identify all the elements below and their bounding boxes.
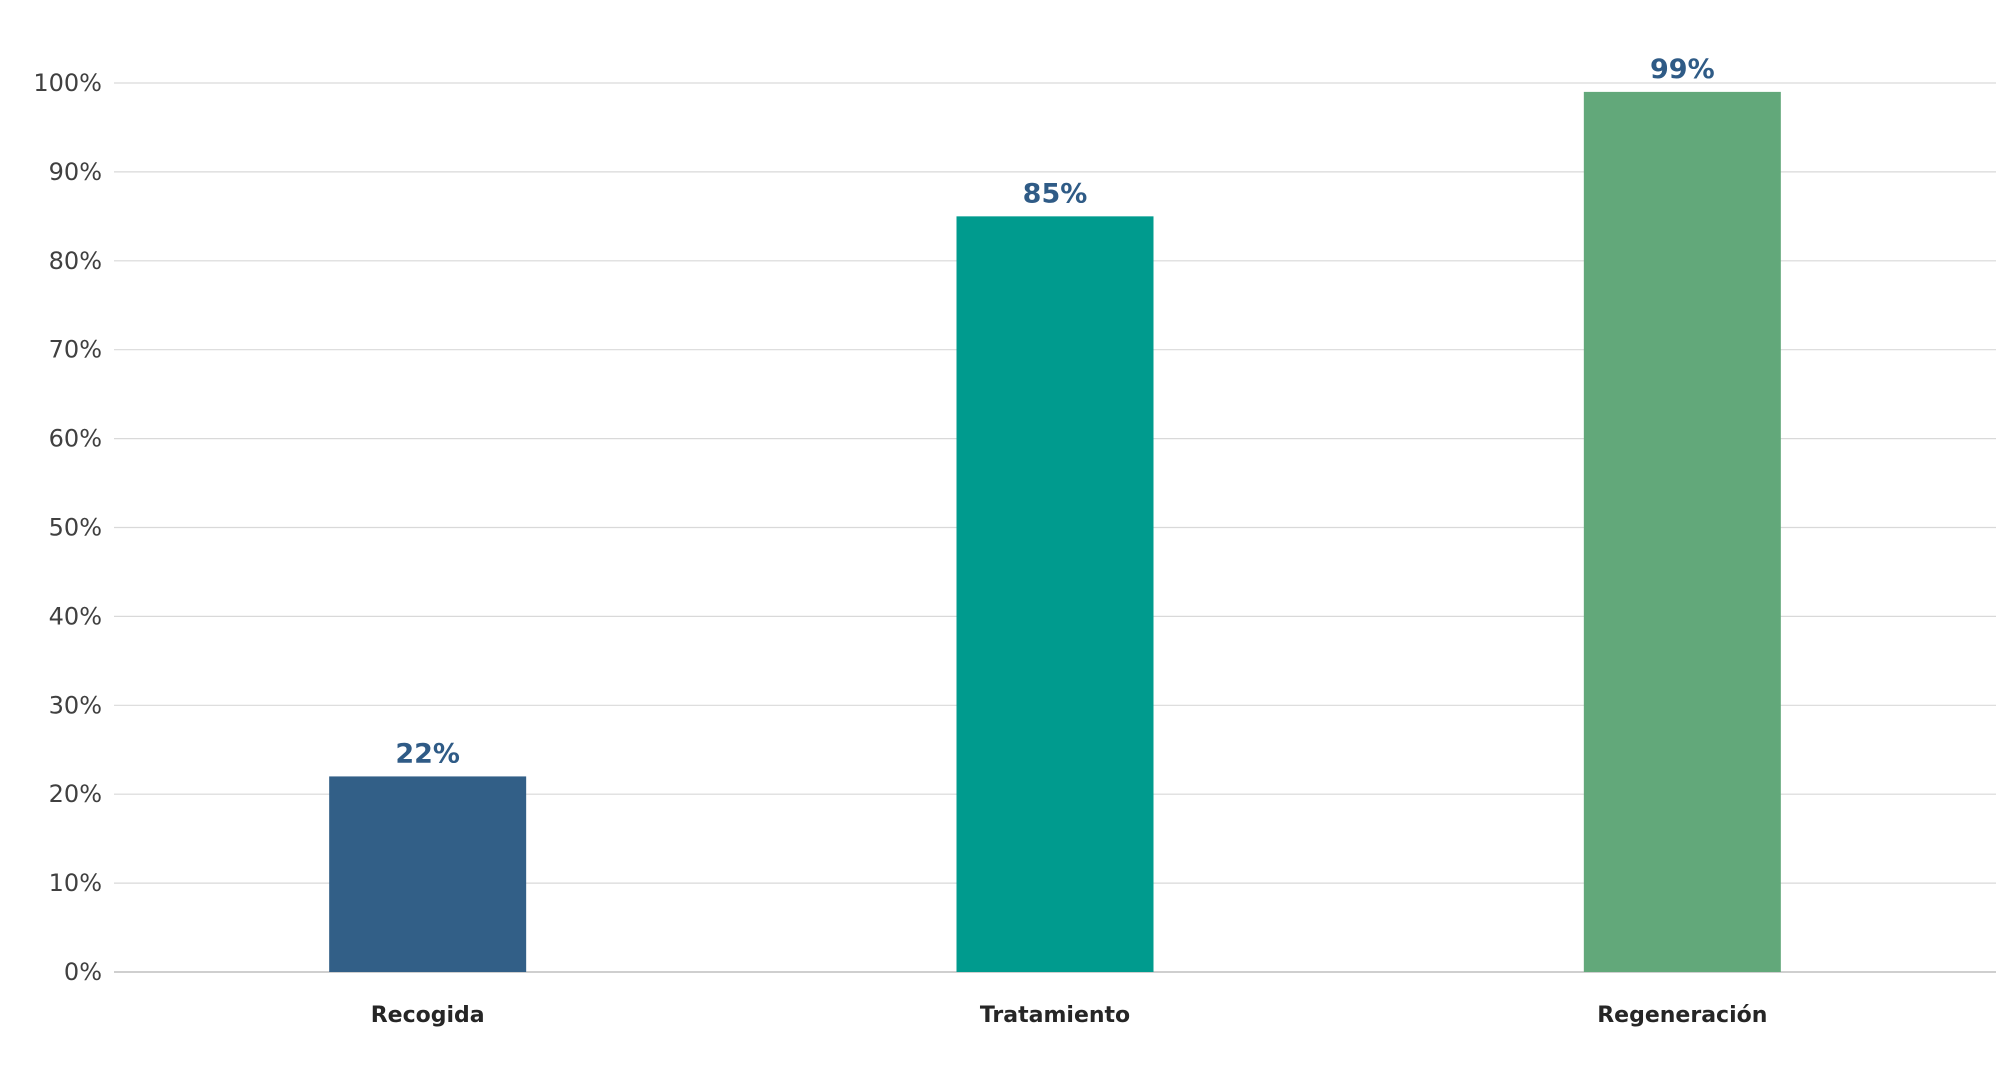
y-tick-label: 80%: [49, 247, 102, 275]
bar-value-labels: 22% 85% 99%: [395, 54, 1714, 770]
y-tick-label: 0%: [64, 958, 102, 986]
y-tick-label: 20%: [49, 780, 102, 808]
y-tick-label: 60%: [49, 425, 102, 453]
x-axis-category-labels: Recogida Tratamiento Regeneración: [371, 1003, 1768, 1028]
bar-value-label: 99%: [1650, 54, 1715, 85]
y-tick-label: 10%: [49, 869, 102, 897]
bar: [1583, 91, 1781, 972]
y-tick-label: 40%: [49, 602, 102, 630]
y-tick-label: 50%: [49, 514, 102, 542]
y-tick-label: 70%: [49, 336, 102, 364]
bar-value-label: 85%: [1023, 178, 1088, 209]
x-category-label: Recogida: [371, 1003, 485, 1028]
bar-value-label: 22%: [395, 738, 460, 769]
x-category-label: Regeneración: [1597, 1003, 1767, 1028]
y-axis-tick-labels: 0% 10% 20% 30% 40% 50% 60% 70% 80% 90% 100%: [33, 69, 102, 986]
bars: [329, 91, 1781, 973]
x-category-label: Tratamiento: [980, 1003, 1130, 1028]
y-tick-label: 90%: [49, 158, 102, 186]
y-tick-label: 100%: [33, 69, 102, 97]
bar: [956, 216, 1154, 973]
bar: [329, 776, 527, 972]
y-tick-label: 30%: [49, 691, 102, 719]
